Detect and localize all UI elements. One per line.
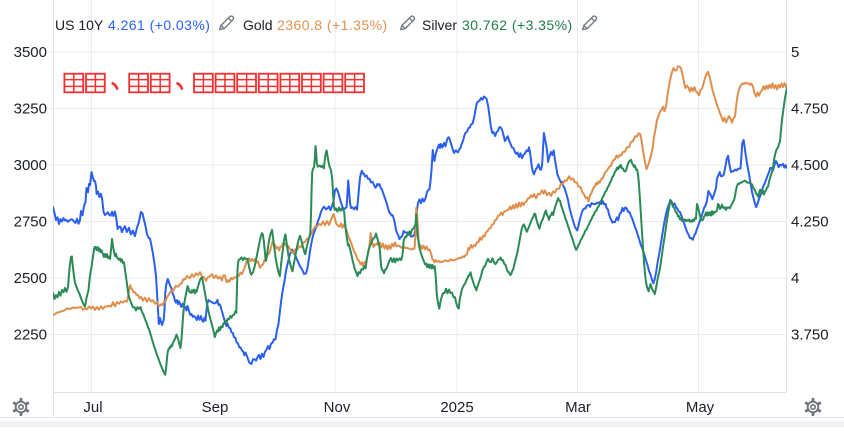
svg-text:2500: 2500 [14,270,47,287]
svg-text:3500: 3500 [14,44,47,61]
svg-text:2750: 2750 [14,214,47,231]
svg-text:Silver: Silver [422,17,457,33]
svg-text:5: 5 [791,44,799,61]
svg-text:3000: 3000 [14,157,47,174]
svg-text:Sep: Sep [202,399,229,416]
svg-text:3.750: 3.750 [791,327,829,344]
svg-text:Gold: Gold [243,17,273,33]
svg-text:2250: 2250 [14,327,47,344]
svg-text:4.500: 4.500 [791,157,829,174]
svg-text:4.261 (+0.03%): 4.261 (+0.03%) [108,17,210,33]
svg-text:4.750: 4.750 [791,101,829,118]
svg-text:2025: 2025 [440,399,473,416]
svg-text:US 10Y: US 10Y [55,17,104,33]
svg-text:Mar: Mar [565,399,591,416]
svg-text:3250: 3250 [14,101,47,118]
svg-text:4.250: 4.250 [791,214,829,231]
svg-text:May: May [686,399,715,416]
svg-text:Nov: Nov [324,399,351,416]
svg-text:4: 4 [791,270,799,287]
svg-text:30.762 (+3.35%): 30.762 (+3.35%) [462,17,573,33]
svg-text:2360.8 (+1.35%): 2360.8 (+1.35%) [277,17,388,33]
svg-text:Jul: Jul [83,399,102,416]
